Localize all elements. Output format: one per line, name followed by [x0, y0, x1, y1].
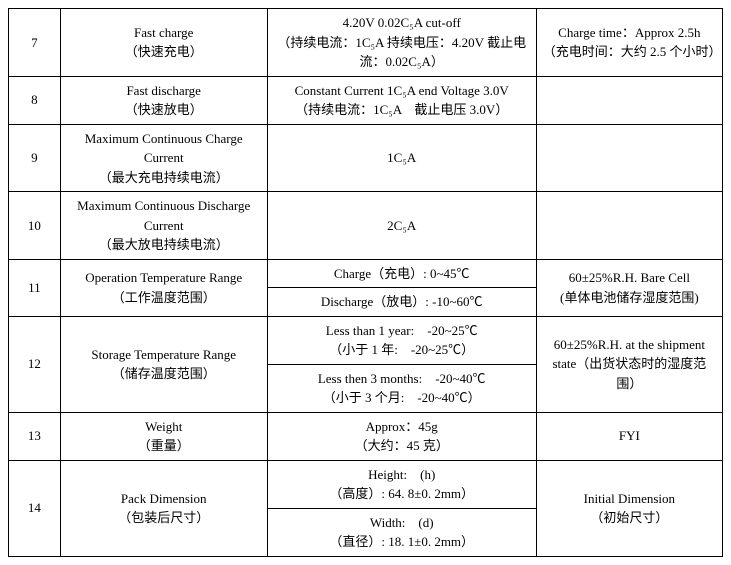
row-number: 13 [9, 412, 61, 460]
spec-cell: Approx：45g （大约：45 克） [267, 412, 536, 460]
spec-line: （高度）: 64. 8±0. 2mm） [274, 484, 530, 504]
spec-line: Height: (h) [274, 465, 530, 485]
param-cell: Storage Temperature Range （储存温度范围） [60, 316, 267, 412]
row-number: 12 [9, 316, 61, 412]
param-zh: （最大放电持续电流） [67, 235, 261, 255]
spec-cell: Constant Current 1C₅A end Voltage 3.0V （… [267, 76, 536, 124]
spec-cell: 1C₅A [267, 124, 536, 192]
param-cell: Fast discharge （快速放电） [60, 76, 267, 124]
param-en: Maximum Continuous Charge Current [67, 129, 261, 168]
row-number: 10 [9, 192, 61, 260]
param-cell: Pack Dimension （包装后尺寸） [60, 460, 267, 556]
spec-line: （小于 1 年: -20~25℃） [274, 340, 530, 360]
table-row: 11 Operation Temperature Range （工作温度范围） … [9, 259, 723, 288]
param-cell: Operation Temperature Range （工作温度范围） [60, 259, 267, 316]
spec-line: （直径）: 18. 1±0. 2mm） [274, 532, 530, 552]
param-cell: Weight （重量） [60, 412, 267, 460]
note-cell [536, 76, 722, 124]
spec-cell: Width: (d) （直径）: 18. 1±0. 2mm） [267, 508, 536, 556]
param-cell: Fast charge （快速充电） [60, 9, 267, 77]
spec-table: 7 Fast charge （快速充电） 4.20V 0.02C₅A cut-o… [8, 8, 723, 557]
note-cell: FYI [536, 412, 722, 460]
param-zh: （快速充电） [67, 42, 261, 62]
note-line: Charge time：Approx 2.5h [543, 23, 716, 43]
note-cell [536, 192, 722, 260]
spec-line: Less then 3 months: -20~40℃ [274, 369, 530, 389]
param-cell: Maximum Continuous Discharge Current （最大… [60, 192, 267, 260]
row-number: 11 [9, 259, 61, 316]
spec-line: Approx：45g [274, 417, 530, 437]
spec-cell: 4.20V 0.02C₅A cut-off （持续电流：1C₅A 持续电压：4.… [267, 9, 536, 77]
spec-cell: 2C₅A [267, 192, 536, 260]
note-cell: Initial Dimension （初始尺寸） [536, 460, 722, 556]
table-row: 13 Weight （重量） Approx：45g （大约：45 克） FYI [9, 412, 723, 460]
param-en: Storage Temperature Range [67, 345, 261, 365]
param-en: Pack Dimension [67, 489, 261, 509]
param-en: Fast discharge [67, 81, 261, 101]
spec-line: （持续电流：1C₅A 截止电压 3.0V） [274, 100, 530, 120]
row-number: 7 [9, 9, 61, 77]
spec-line: Less than 1 year: -20~25℃ [274, 321, 530, 341]
note-line: 60±25%R.H. Bare Cell [543, 268, 716, 288]
param-en: Fast charge [67, 23, 261, 43]
note-cell: 60±25%R.H. Bare Cell (单体电池储存湿度范围) [536, 259, 722, 316]
note-line: 60±25%R.H. at the shipment state（出货状态时的湿… [543, 335, 716, 394]
param-zh: （快速放电） [67, 100, 261, 120]
spec-line: Width: (d) [274, 513, 530, 533]
param-cell: Maximum Continuous Charge Current （最大充电持… [60, 124, 267, 192]
param-en: Operation Temperature Range [67, 268, 261, 288]
table-row: 14 Pack Dimension （包装后尺寸） Height: (h) （高… [9, 460, 723, 508]
param-en: Weight [67, 417, 261, 437]
spec-cell: Charge（充电）: 0~45℃ [267, 259, 536, 288]
param-zh: （储存温度范围） [67, 364, 261, 384]
spec-line: （持续电流：1C₅A 持续电压：4.20V 截止电流：0.02C₅A） [274, 33, 530, 72]
spec-cell: Height: (h) （高度）: 64. 8±0. 2mm） [267, 460, 536, 508]
spec-cell: Less then 3 months: -20~40℃ （小于 3 个月: -2… [267, 364, 536, 412]
note-line: Initial Dimension [543, 489, 716, 509]
row-number: 8 [9, 76, 61, 124]
param-zh: （包装后尺寸） [67, 508, 261, 528]
row-number: 14 [9, 460, 61, 556]
param-zh: （重量） [67, 436, 261, 456]
param-en: Maximum Continuous Discharge Current [67, 196, 261, 235]
note-line: (单体电池储存湿度范围) [543, 288, 716, 308]
note-cell: Charge time：Approx 2.5h （充电时间：大约 2.5 个小时… [536, 9, 722, 77]
table-row: 7 Fast charge （快速充电） 4.20V 0.02C₅A cut-o… [9, 9, 723, 77]
spec-line: Constant Current 1C₅A end Voltage 3.0V [274, 81, 530, 101]
table-row: 9 Maximum Continuous Charge Current （最大充… [9, 124, 723, 192]
note-line: （充电时间：大约 2.5 个小时） [543, 42, 716, 62]
param-zh: （最大充电持续电流） [67, 168, 261, 188]
spec-cell: Less than 1 year: -20~25℃ （小于 1 年: -20~2… [267, 316, 536, 364]
note-cell [536, 124, 722, 192]
table-row: 12 Storage Temperature Range （储存温度范围） Le… [9, 316, 723, 364]
spec-line: （大约：45 克） [274, 436, 530, 456]
spec-line: （小于 3 个月: -20~40℃） [274, 388, 530, 408]
param-zh: （工作温度范围） [67, 288, 261, 308]
spec-cell: Discharge（放电）: -10~60℃ [267, 288, 536, 317]
table-row: 8 Fast discharge （快速放电） Constant Current… [9, 76, 723, 124]
note-cell: 60±25%R.H. at the shipment state（出货状态时的湿… [536, 316, 722, 412]
note-line: （初始尺寸） [543, 508, 716, 528]
spec-line: 4.20V 0.02C₅A cut-off [274, 13, 530, 33]
row-number: 9 [9, 124, 61, 192]
table-row: 10 Maximum Continuous Discharge Current … [9, 192, 723, 260]
